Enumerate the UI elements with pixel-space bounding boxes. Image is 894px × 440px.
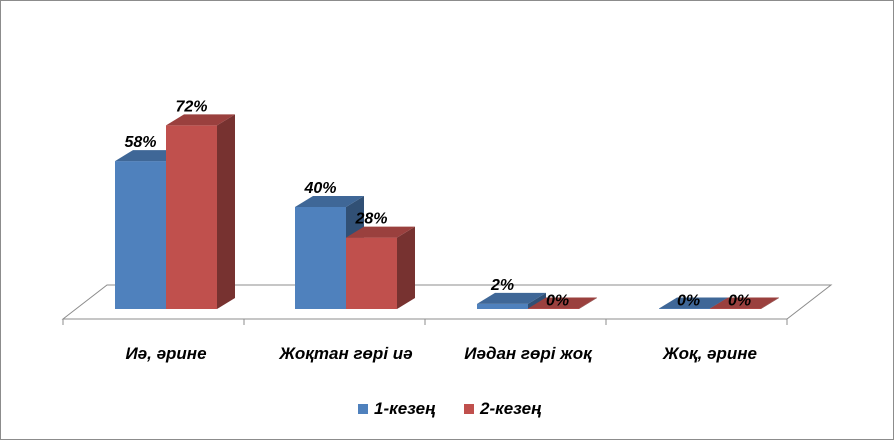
bar-1-3 [477,292,546,309]
legend-item-1: 1-кезең [358,399,435,418]
bar-front-face [166,125,217,310]
category-label: Жоқтан гөрі иә [278,344,412,363]
bar-2-2 [346,226,415,309]
value-label: 72% [175,98,207,115]
legend-label: 2-кезең [479,399,541,418]
bar-top-face [659,297,728,309]
legend-item-2: 2-кезең [464,399,541,418]
bar-front-face [295,207,346,309]
bar-side-face [528,292,546,309]
bar-front-face [528,308,579,309]
bar-top-face [166,114,235,126]
bar-front-face [346,237,397,309]
bar-2-3 [528,297,597,309]
category-axis-labels: Иә, әрине Жоқтан гөрі иә Иәдан гөрі жоқ Жоқ… [125,344,757,363]
bar-top-face [528,297,597,309]
chart-floor [61,284,833,325]
value-label: 2% [490,277,514,294]
legend-swatch [464,404,474,414]
bar-side-face [397,226,415,309]
category-label: Иәдан гөрі жоқ [464,344,593,363]
value-labels-group: 58% 72% 40% 28% 2% 0% 0% 0% [124,98,751,309]
bar-front-face [710,308,761,309]
legend: 1-кезең 2-кезең [358,399,541,418]
bar-side-face [761,297,779,309]
bar-top-face [346,226,415,238]
value-label: 40% [303,180,336,197]
bar-front-face [477,303,528,309]
bar-front-face [115,161,166,309]
category-label: Жоқ, әрине [662,344,757,363]
value-label: 0% [728,293,751,310]
bar-top-face [295,196,364,207]
bars-group [115,114,779,310]
value-label: 58% [124,134,156,151]
bar-2-1 [166,114,235,310]
value-label: 28% [354,211,387,228]
legend-label: 1-кезең [374,399,435,418]
bar-top-face [710,297,779,309]
bar-top-face [477,292,546,304]
bar-side-face [579,297,597,309]
legend-swatch [358,404,368,414]
category-label: Иә, әрине [125,344,206,363]
bar-front-face [659,308,710,309]
bar-side-face [217,114,235,310]
bar-2-4 [710,297,779,309]
value-label: 0% [546,293,569,310]
value-label: 0% [677,293,700,310]
